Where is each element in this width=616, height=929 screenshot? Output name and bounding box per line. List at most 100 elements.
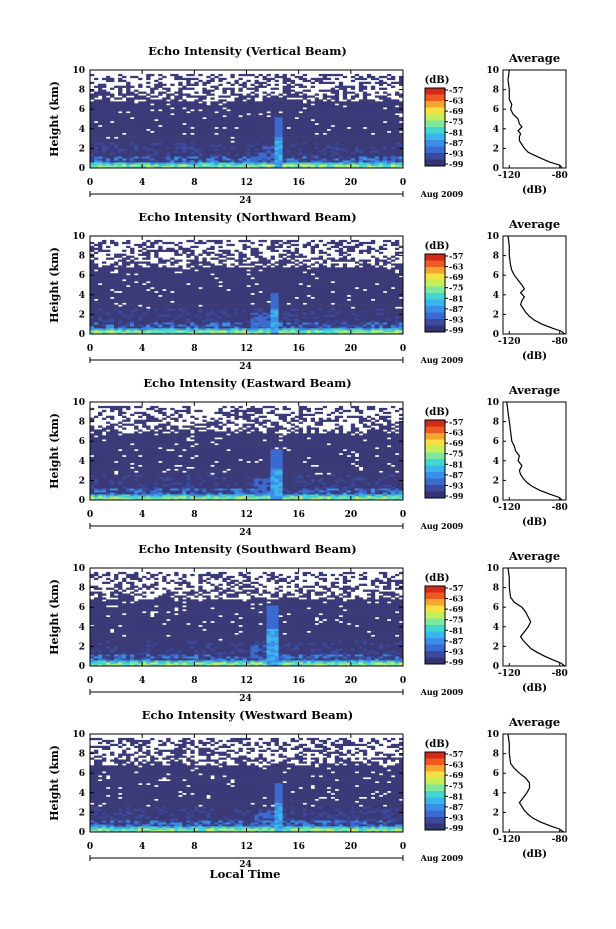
heatmap-cell	[102, 312, 107, 315]
heatmap-cell	[94, 101, 99, 104]
heatmap-cell	[186, 126, 191, 130]
heatmap-cell	[202, 269, 207, 272]
heatmap-cell	[254, 316, 259, 319]
heatmap-cell	[250, 288, 255, 292]
heatmap-cell	[326, 73, 332, 77]
heatmap-cell	[126, 122, 131, 126]
heatmap-cell	[146, 312, 151, 315]
heatmap-cell	[126, 275, 131, 278]
heatmap-cell	[222, 103, 227, 106]
heatmap-cell	[398, 132, 404, 135]
profile-x-tick-label: -80	[552, 171, 568, 181]
heatmap-cell	[214, 158, 219, 161]
heatmap-cell	[102, 277, 107, 280]
heatmap-cell	[346, 136, 352, 139]
heatmap-cell	[146, 279, 151, 282]
heatmap-cell	[122, 263, 127, 266]
heatmap-cell	[234, 142, 239, 145]
heatmap-cell	[158, 158, 163, 161]
heatmap-cell	[166, 241, 171, 245]
heatmap-cell	[378, 138, 384, 141]
heatmap-cell	[250, 306, 255, 309]
heatmap-cell	[106, 103, 111, 106]
heatmap-cell	[170, 312, 175, 315]
heatmap-cell	[354, 95, 360, 98]
heatmap-cell	[322, 122, 328, 126]
heatmap-cell	[230, 109, 235, 112]
heatmap-cell	[182, 249, 187, 252]
heatmap-cell	[122, 130, 127, 134]
heatmap-cell	[150, 160, 155, 163]
heatmap-cell	[198, 113, 203, 116]
heatmap-cell	[286, 95, 291, 98]
heatmap-cell	[158, 332, 163, 335]
heatmap-cell	[110, 158, 115, 161]
heatmap-cell	[162, 132, 167, 135]
heatmap-cell	[234, 314, 239, 317]
heatmap-cell	[166, 277, 171, 280]
heatmap-cell	[146, 103, 151, 106]
heatmap-cell	[390, 113, 396, 116]
heatmap-cell	[294, 111, 299, 114]
heatmap-cell	[98, 322, 103, 325]
heatmap-cell	[146, 81, 151, 85]
heatmap-cell	[254, 324, 259, 327]
heatmap-cell	[314, 107, 320, 110]
heatmap-cell	[90, 93, 95, 96]
heatmap-cell	[326, 111, 332, 114]
heatmap-cell	[206, 273, 211, 276]
heatmap-cell	[94, 130, 99, 134]
heatmap-cell	[206, 124, 211, 128]
heatmap-cell	[302, 105, 307, 108]
heatmap-cell	[138, 146, 143, 149]
heatmap-cell	[342, 158, 348, 161]
heatmap-cell	[150, 132, 155, 135]
heatmap-cell	[270, 109, 275, 112]
heatmap-cell	[158, 83, 163, 86]
heatmap-cell	[326, 77, 332, 81]
heatmap-cell	[162, 103, 167, 106]
heatmap-cell	[254, 304, 259, 307]
heatmap-cell	[190, 251, 195, 254]
heatmap-cell	[334, 128, 340, 132]
heatmap-cell	[154, 273, 159, 276]
heatmap-cell	[94, 308, 99, 311]
heatmap-cell	[162, 312, 167, 315]
heatmap-cell	[234, 93, 239, 96]
heatmap-cell	[270, 318, 275, 321]
heatmap-cell	[122, 249, 127, 252]
heatmap-cell	[94, 294, 99, 298]
heatmap-cell	[146, 156, 151, 159]
heatmap-cell	[210, 326, 215, 329]
heatmap-cell	[270, 134, 275, 137]
heatmap-cell	[366, 115, 372, 118]
heatmap-cell	[178, 253, 183, 256]
heatmap-cell	[210, 166, 215, 169]
heatmap-cell	[314, 111, 320, 114]
heatmap-cell	[378, 105, 384, 108]
heatmap-cell	[222, 294, 227, 298]
heatmap-cell	[222, 154, 227, 157]
heatmap-cell	[246, 281, 251, 284]
heatmap-cell	[190, 140, 195, 143]
heatmap-cell	[230, 273, 235, 276]
heatmap-cell	[242, 128, 247, 132]
colorbar-tick-label: -93	[449, 148, 464, 158]
heatmap-cell	[106, 99, 111, 102]
heatmap-cell	[254, 320, 259, 323]
heatmap-cell	[238, 288, 243, 292]
heatmap-cell	[142, 261, 147, 264]
heatmap-cell	[90, 164, 95, 167]
panel-title: Echo Intensity (Northward Beam)	[138, 210, 356, 224]
heatmap-cell	[134, 316, 139, 319]
heatmap-cell	[166, 247, 171, 251]
heatmap-cell	[362, 122, 368, 126]
heatmap-cell	[138, 83, 143, 86]
heatmap-cell	[346, 85, 352, 88]
heatmap-cell	[306, 144, 311, 147]
heatmap-cell	[322, 77, 328, 81]
heatmap-cell	[286, 158, 291, 161]
heatmap-cell	[166, 117, 171, 120]
heatmap-cell	[118, 119, 123, 122]
heatmap-cell	[142, 314, 147, 317]
